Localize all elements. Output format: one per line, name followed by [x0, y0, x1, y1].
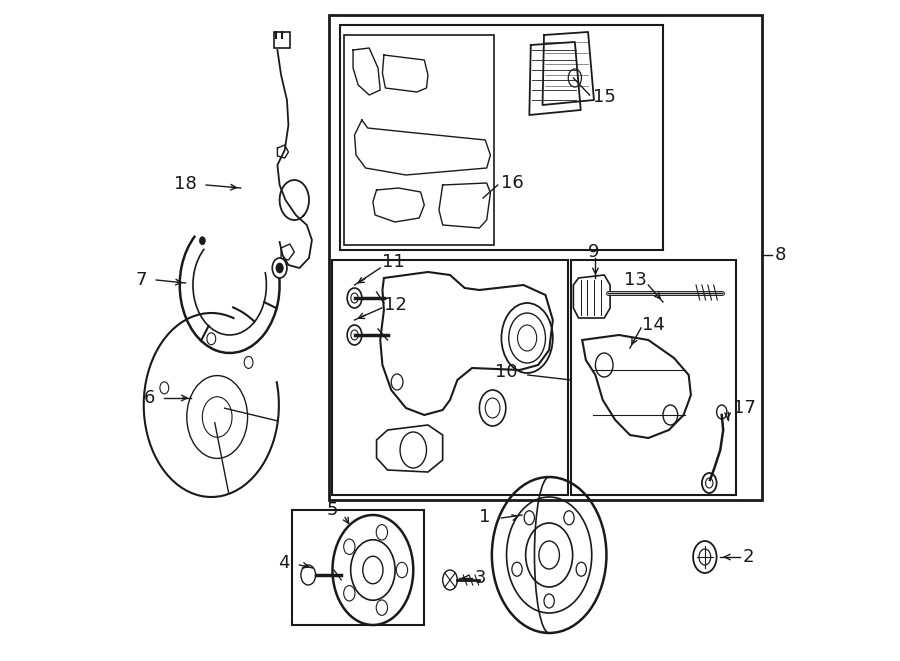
Ellipse shape [202, 397, 232, 437]
Text: 5: 5 [327, 501, 338, 519]
Ellipse shape [716, 405, 727, 419]
Ellipse shape [187, 375, 248, 458]
Text: 6: 6 [143, 389, 155, 407]
Text: 9: 9 [588, 243, 599, 261]
Ellipse shape [273, 258, 287, 278]
Text: 14: 14 [643, 316, 665, 334]
Text: 8: 8 [775, 246, 786, 264]
Bar [332, 260, 568, 495]
Text: 15: 15 [593, 88, 616, 106]
Text: 16: 16 [501, 174, 524, 192]
Text: 2: 2 [742, 548, 754, 566]
Ellipse shape [276, 263, 284, 273]
Text: 11: 11 [382, 253, 404, 271]
Bar [328, 15, 762, 500]
Ellipse shape [207, 332, 216, 345]
Text: 1: 1 [479, 508, 490, 526]
Ellipse shape [160, 382, 168, 394]
Text: 7: 7 [136, 271, 148, 289]
Text: 10: 10 [495, 363, 518, 381]
Ellipse shape [244, 356, 253, 368]
Bar [572, 260, 736, 495]
Ellipse shape [363, 557, 383, 584]
Ellipse shape [702, 473, 716, 493]
Text: 4: 4 [278, 554, 290, 572]
Text: 12: 12 [384, 296, 407, 314]
Ellipse shape [351, 330, 358, 340]
Ellipse shape [347, 288, 362, 308]
Text: 18: 18 [174, 175, 196, 193]
Ellipse shape [351, 293, 358, 303]
Bar [340, 25, 663, 250]
Bar [292, 510, 424, 625]
Text: 3: 3 [474, 569, 486, 587]
Ellipse shape [200, 237, 205, 245]
Text: 13: 13 [624, 271, 647, 289]
Bar [344, 35, 494, 245]
FancyBboxPatch shape [274, 32, 290, 48]
Ellipse shape [539, 541, 560, 569]
Ellipse shape [347, 325, 362, 345]
Text: 17: 17 [733, 399, 756, 417]
